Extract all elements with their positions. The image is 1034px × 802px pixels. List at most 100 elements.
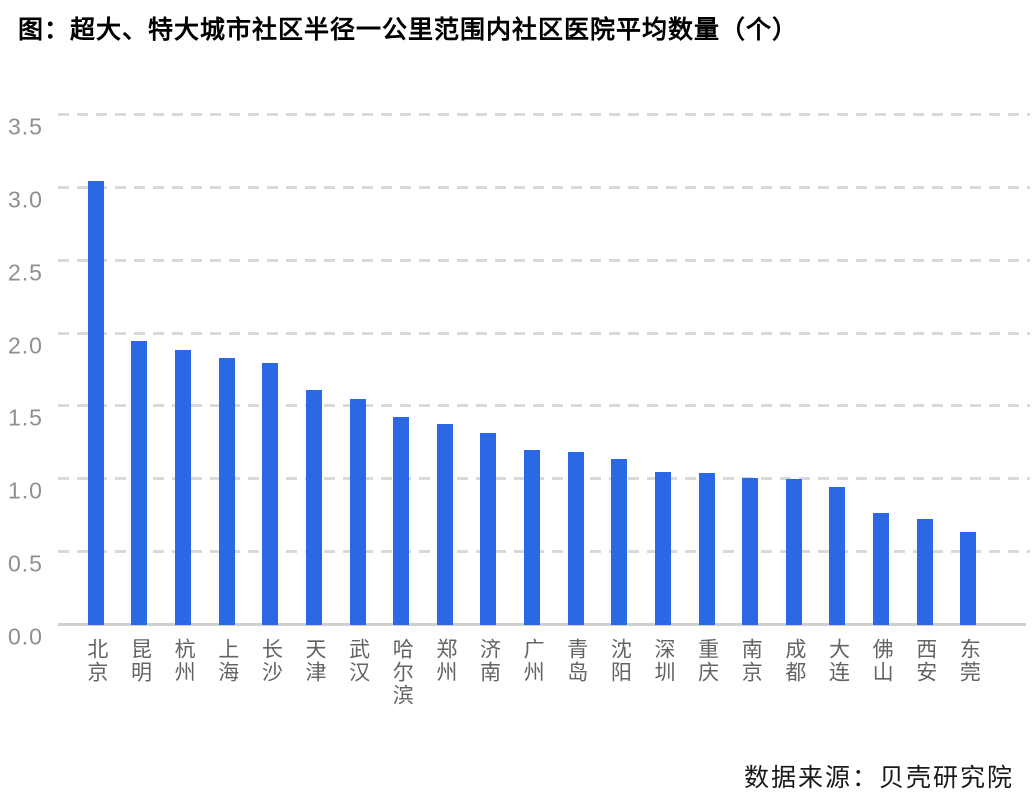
x-axis-label-佛山: 佛山 <box>870 638 894 684</box>
x-axis-label-重庆: 重庆 <box>695 638 719 684</box>
x-axis-label-成都: 成都 <box>782 638 806 684</box>
bar-武汉 <box>349 399 366 625</box>
bar-slot-重庆 <box>685 115 729 625</box>
bar-slot-青岛 <box>554 115 598 625</box>
bar-郑州 <box>436 423 453 625</box>
bar-北京 <box>87 180 104 625</box>
bar-slot-南京 <box>728 115 772 625</box>
x-label-slot-郑州: 郑州 <box>423 638 467 707</box>
bar-成都 <box>785 479 802 625</box>
bar-slot-深圳 <box>641 115 685 625</box>
bar-东莞 <box>960 531 977 625</box>
plot-area <box>58 113 1030 626</box>
x-axis-label-北京: 北京 <box>84 638 108 684</box>
x-axis-label-天津: 天津 <box>302 638 326 684</box>
x-axis-label-大连: 大连 <box>826 638 850 684</box>
bar-哈尔滨 <box>393 416 410 625</box>
x-axis-label-杭州: 杭州 <box>172 638 196 684</box>
gridline-1.5 <box>58 404 1030 408</box>
bar-slot-沈阳 <box>598 115 642 625</box>
gridline-3.0 <box>58 185 1030 189</box>
x-label-slot-杭州: 杭州 <box>161 638 205 707</box>
x-label-slot-东莞: 东莞 <box>947 638 991 707</box>
bar-slot-哈尔滨 <box>379 115 423 625</box>
y-axis: 0.0 0.5 1.0 1.5 2.0 2.5 3.0 3.5 <box>8 113 54 650</box>
bar-slot-杭州 <box>161 115 205 625</box>
x-axis-label-东莞: 东莞 <box>957 638 981 684</box>
bar-slot-武汉 <box>336 115 380 625</box>
bar-slot-济南 <box>467 115 511 625</box>
x-axis-label-广州: 广州 <box>521 638 545 684</box>
bar-slot-成都 <box>772 115 816 625</box>
y-tick-label-1.5: 1.5 <box>8 404 43 431</box>
bar-slot-上海 <box>205 115 249 625</box>
bar-广州 <box>524 450 541 625</box>
x-axis-label-济南: 济南 <box>477 638 501 684</box>
bar-大连 <box>829 486 846 625</box>
x-axis-labels: 北京 昆明 杭州 上海 长沙 天津 武汉 哈尔滨 郑州 济南 广州 青岛 沈阳 深圳 重庆 南京 成都 大连 佛山西… <box>74 638 990 707</box>
bar-长沙 <box>262 362 279 625</box>
bar-深圳 <box>654 472 671 625</box>
bar-天津 <box>305 390 322 625</box>
bar-slot-大连 <box>816 115 860 625</box>
x-label-slot-济南: 济南 <box>467 638 511 707</box>
x-axis-label-哈尔滨: 哈尔滨 <box>390 638 414 707</box>
x-label-slot-沈阳: 沈阳 <box>598 638 642 707</box>
x-label-slot-昆明: 昆明 <box>118 638 162 707</box>
x-axis-label-上海: 上海 <box>215 638 239 684</box>
x-label-slot-武汉: 武汉 <box>336 638 380 707</box>
x-label-slot-广州: 广州 <box>510 638 554 707</box>
x-label-slot-天津: 天津 <box>292 638 336 707</box>
bar-青岛 <box>567 451 584 625</box>
x-axis-label-青岛: 青岛 <box>564 638 588 684</box>
bar-slot-佛山 <box>859 115 903 625</box>
bar-slot-北京 <box>74 115 118 625</box>
x-label-slot-青岛: 青岛 <box>554 638 598 707</box>
data-source-note: 数据来源：贝壳研究院 <box>743 765 1014 792</box>
x-axis-line <box>58 623 1026 626</box>
x-label-slot-上海: 上海 <box>205 638 249 707</box>
x-axis-label-南京: 南京 <box>739 638 763 684</box>
x-label-slot-北京: 北京 <box>74 638 118 707</box>
y-tick-label-3.0: 3.0 <box>8 186 43 213</box>
bar-济南 <box>480 432 497 625</box>
bar-slot-西安 <box>903 115 947 625</box>
x-label-slot-成都: 成都 <box>772 638 816 707</box>
y-tick-label-3.5: 3.5 <box>8 113 43 140</box>
bar-沈阳 <box>611 458 628 625</box>
bar-上海 <box>218 358 235 625</box>
gridline-2.0 <box>58 331 1030 335</box>
bar-slot-昆明 <box>118 115 162 625</box>
bar-series <box>74 115 990 625</box>
bar-杭州 <box>175 349 192 625</box>
x-label-slot-重庆: 重庆 <box>685 638 729 707</box>
bar-佛山 <box>873 512 890 625</box>
bar-西安 <box>916 518 933 625</box>
gridline-3.5 <box>58 113 1030 116</box>
bar-slot-郑州 <box>423 115 467 625</box>
bar-南京 <box>742 477 759 625</box>
bar-slot-天津 <box>292 115 336 625</box>
x-axis-label-郑州: 郑州 <box>433 638 457 684</box>
y-tick-label-1.0: 1.0 <box>8 477 43 504</box>
x-label-slot-佛山: 佛山 <box>859 638 903 707</box>
bar-slot-广州 <box>510 115 554 625</box>
gridline-2.5 <box>58 258 1030 262</box>
x-axis-label-西安: 西安 <box>913 638 937 684</box>
x-axis-label-长沙: 长沙 <box>259 638 283 684</box>
chart-title: 图：超大、特大城市社区半径一公里范围内社区医院平均数量（个） <box>18 16 799 44</box>
x-label-slot-长沙: 长沙 <box>249 638 293 707</box>
y-tick-label-2.5: 2.5 <box>8 259 43 286</box>
gridline-0.5 <box>58 550 1030 554</box>
bar-slot-东莞 <box>947 115 991 625</box>
y-tick-label-0.5: 0.5 <box>8 550 43 577</box>
bar-重庆 <box>698 473 715 625</box>
x-axis-label-沈阳: 沈阳 <box>608 638 632 684</box>
x-label-slot-西安: 西安 <box>903 638 947 707</box>
x-label-slot-哈尔滨: 哈尔滨 <box>379 638 423 707</box>
x-axis-label-武汉: 武汉 <box>346 638 370 684</box>
y-tick-label-2.0: 2.0 <box>8 332 43 359</box>
y-tick-label-0.0: 0.0 <box>8 623 43 650</box>
x-label-slot-南京: 南京 <box>728 638 772 707</box>
